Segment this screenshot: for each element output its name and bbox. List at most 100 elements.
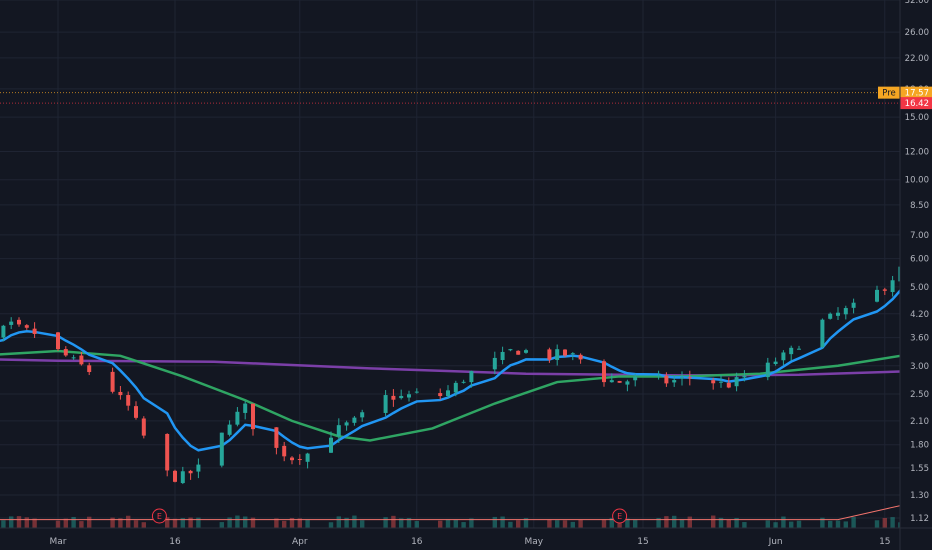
- drawing-overlays: [0, 92, 900, 104]
- volume-bar: [726, 519, 731, 528]
- time-tick-label: Jun: [768, 537, 783, 547]
- candle-body: [219, 432, 224, 466]
- earnings-marker-label: E: [157, 512, 162, 521]
- candle-body: [63, 349, 68, 356]
- time-tick-label: 15: [879, 537, 890, 547]
- candle-body: [765, 362, 770, 378]
- volume-bar: [141, 522, 146, 528]
- price-label-box-1: [900, 97, 932, 110]
- volume-bar: [133, 520, 139, 528]
- candle-body: [134, 406, 138, 418]
- volume-bar: [492, 516, 497, 528]
- volume-bar: [165, 517, 170, 528]
- volume-bar: [562, 520, 568, 528]
- volume-bar: [352, 515, 357, 528]
- volume-bar: [601, 519, 607, 528]
- candle-body: [711, 380, 716, 384]
- price-tick-label: 2.10: [910, 417, 929, 427]
- ma-fast-line: [0, 342, 932, 442]
- candle-body: [446, 390, 450, 397]
- candle-body: [773, 361, 778, 365]
- time-tick-label: 16: [169, 537, 181, 547]
- volume-bar: [672, 515, 677, 528]
- candle-body: [360, 412, 365, 418]
- volume-bar: [305, 519, 310, 528]
- price-tick-label: 12.00: [905, 148, 929, 158]
- candle-body: [516, 350, 521, 355]
- volume-bar: [516, 520, 521, 528]
- volume-bar: [445, 519, 451, 528]
- volume-bar: [196, 517, 201, 528]
- volume-bar: [110, 517, 115, 528]
- candle-body: [524, 350, 528, 353]
- volume-bar: [250, 517, 256, 528]
- candle-body: [329, 437, 333, 453]
- candle-body: [17, 319, 21, 325]
- candle-body: [110, 371, 115, 392]
- candle-body: [633, 376, 638, 381]
- candle-body: [836, 312, 840, 316]
- volume-bar: [461, 522, 466, 528]
- volume-bar: [406, 518, 412, 528]
- candle-body: [797, 348, 801, 350]
- volume-bar: [835, 520, 841, 528]
- volume-bar: [24, 517, 29, 528]
- volume-bar: [438, 520, 443, 528]
- grid-lines: [0, 0, 900, 528]
- price-tick-label: 5.00: [910, 283, 929, 293]
- candle-body: [305, 453, 310, 462]
- candle-body: [664, 375, 669, 384]
- candle-body: [602, 361, 606, 383]
- volume-bar: [711, 515, 716, 528]
- candle-body: [719, 381, 723, 383]
- candle-body: [344, 422, 349, 426]
- price-tick-label: 15.00: [905, 113, 929, 123]
- candle-body: [407, 394, 411, 398]
- candle-body: [851, 302, 856, 308]
- candle-body: [461, 381, 466, 383]
- candle-body: [469, 371, 474, 383]
- candle-body: [547, 349, 552, 360]
- candle-body: [453, 382, 458, 393]
- candle-body: [399, 395, 404, 399]
- price-tick-label: 1.12: [910, 514, 929, 524]
- volume-bar: [890, 517, 895, 528]
- candle-body: [414, 391, 419, 393]
- volume-bar: [328, 522, 334, 528]
- candle-body: [508, 349, 513, 351]
- volume-bar: [625, 518, 630, 528]
- volume-bar: [180, 518, 185, 528]
- candle-body: [781, 352, 786, 361]
- candle-body: [79, 355, 84, 365]
- volume-bar: [664, 516, 669, 528]
- candle-body: [609, 380, 614, 383]
- volume-bar: [71, 516, 76, 528]
- volume-bar: [32, 518, 37, 528]
- volume-bar: [555, 520, 560, 528]
- price-label-prefix-box: [878, 86, 900, 99]
- candle-body: [890, 280, 895, 293]
- candle-body: [843, 308, 848, 315]
- candle-body: [9, 321, 14, 325]
- candle-body: [274, 427, 279, 448]
- price-label-prefix: Pre: [882, 89, 896, 99]
- candle-body: [742, 376, 747, 378]
- volume-bar: [297, 518, 302, 528]
- candle-body: [687, 377, 692, 379]
- candle-body: [336, 425, 341, 437]
- price-tick-label: 3.60: [910, 334, 929, 344]
- candle-body: [188, 470, 193, 474]
- candle-body: [500, 351, 505, 361]
- volume-bar: [414, 521, 419, 528]
- candle-body: [570, 353, 575, 355]
- volume-bar: [172, 518, 178, 528]
- volume-bar: [79, 521, 84, 528]
- candle-body: [251, 403, 255, 430]
- volume-bar: [235, 515, 240, 528]
- candle-body: [173, 470, 177, 482]
- price-tick-label: 10.00: [905, 176, 929, 186]
- volume-bar: [765, 520, 770, 528]
- price-tick-label: 1.30: [910, 491, 929, 501]
